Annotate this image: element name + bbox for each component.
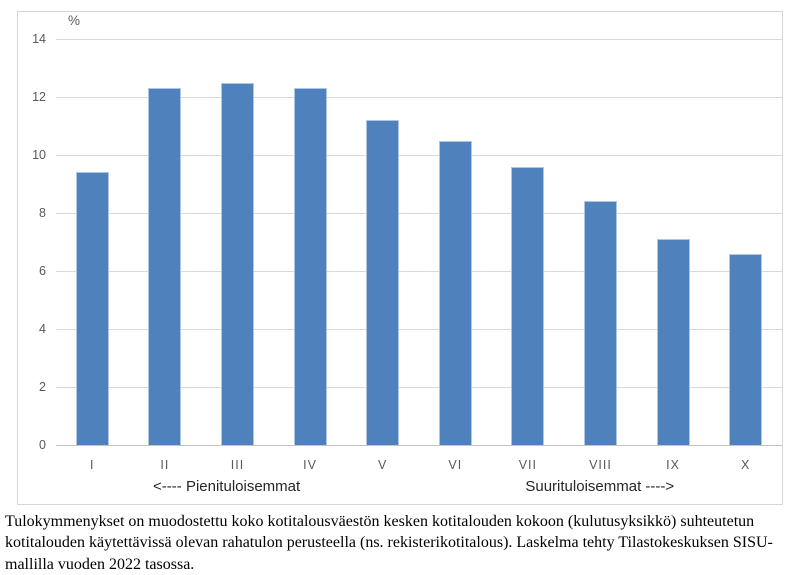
bar-slot xyxy=(492,39,565,445)
axis-annotations: <---- Pienituloisemmat Suurituloisemmat … xyxy=(56,478,782,498)
bar-slot xyxy=(637,39,710,445)
x-tick-label: VII xyxy=(518,458,537,472)
bar-slot xyxy=(56,39,129,445)
x-tick-label: III xyxy=(230,458,245,472)
bar-decile-I xyxy=(75,172,109,445)
caption-line: Tulokymmenykset on muodostettu koko koti… xyxy=(5,513,755,530)
chart-caption: Tulokymmenykset on muodostettu koko koti… xyxy=(5,511,785,575)
plot-area xyxy=(56,39,782,446)
bar-decile-VI xyxy=(438,140,472,445)
y-tick-label: 8 xyxy=(39,206,46,220)
gridline xyxy=(56,155,782,156)
gridline xyxy=(56,387,782,388)
y-tick-label: 2 xyxy=(39,380,46,394)
x-axis-line xyxy=(56,445,782,446)
x-tick-label: X xyxy=(740,458,751,472)
x-tick-label: V xyxy=(378,458,388,472)
bar-slot xyxy=(129,39,202,445)
bar-decile-III xyxy=(220,82,254,445)
y-tick-label: 4 xyxy=(39,322,46,336)
caption-line: kotitalouden käytettävissä olevan rahatu… xyxy=(5,534,773,552)
bar-decile-IX xyxy=(656,239,690,445)
x-tick-label: IV xyxy=(303,458,317,472)
y-tick-label: 12 xyxy=(32,90,46,104)
gridline xyxy=(56,213,782,214)
bar-slot xyxy=(201,39,274,445)
annotation-low-income: <---- Pienituloisemmat xyxy=(153,478,301,495)
gridline xyxy=(56,329,782,330)
y-tick-label: 10 xyxy=(32,148,46,162)
bar-decile-II xyxy=(148,88,182,445)
x-tick-label: VI xyxy=(448,458,463,472)
y-tick-label: 0 xyxy=(39,438,46,452)
y-tick-label: 14 xyxy=(32,32,46,46)
x-axis-tick-labels: I II III IV V VI VII VIII IX X xyxy=(56,458,782,474)
bar-decile-X xyxy=(729,253,763,445)
bar-slot xyxy=(346,39,419,445)
bar-decile-VII xyxy=(511,166,545,445)
bar-slot xyxy=(274,39,347,445)
x-tick-label: VIII xyxy=(589,458,612,472)
x-tick-label: I xyxy=(90,458,95,472)
bar-decile-IV xyxy=(293,88,327,445)
bar-slot xyxy=(564,39,637,445)
x-tick-label: II xyxy=(160,458,170,472)
y-axis-tick-labels: 0 2 4 6 8 10 12 14 xyxy=(18,32,46,452)
annotation-high-income: Suurituloisemmat ----> xyxy=(525,478,675,495)
bar-slot xyxy=(419,39,492,445)
y-tick-label: 6 xyxy=(39,264,46,278)
bar-decile-V xyxy=(366,120,400,445)
caption-line: mallilla vuoden 2022 tasossa. xyxy=(5,555,195,573)
bar-series xyxy=(56,39,782,445)
x-tick-label: IX xyxy=(666,458,680,472)
gridline xyxy=(56,39,782,40)
bar-chart: % 0 2 4 6 8 10 12 14 I II III IV V VI VII VIII IX X <---… xyxy=(17,11,783,505)
bar-decile-VIII xyxy=(583,201,617,445)
gridline xyxy=(56,271,782,272)
bar-slot xyxy=(709,39,782,445)
gridline xyxy=(56,97,782,98)
y-axis-unit-label: % xyxy=(68,13,81,28)
